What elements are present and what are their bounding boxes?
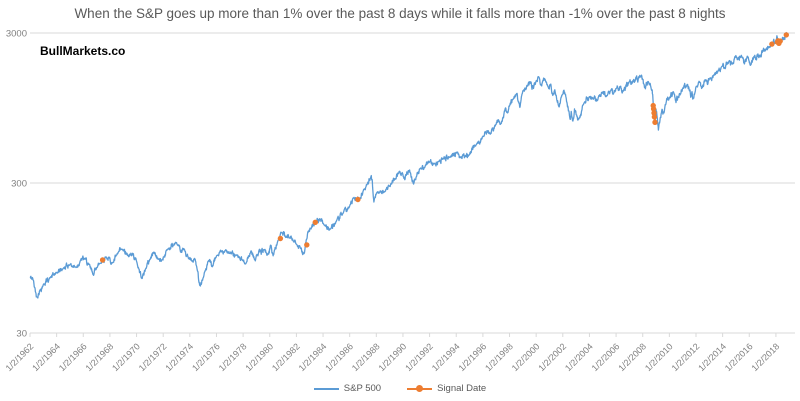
svg-text:1/2/2000: 1/2/2000 bbox=[510, 341, 542, 373]
svg-text:1/2/1984: 1/2/1984 bbox=[297, 341, 329, 373]
svg-text:1/2/1998: 1/2/1998 bbox=[483, 341, 515, 373]
svg-text:1/2/1974: 1/2/1974 bbox=[163, 341, 195, 373]
svg-text:30: 30 bbox=[16, 329, 27, 340]
svg-text:1/2/1976: 1/2/1976 bbox=[190, 341, 222, 373]
svg-text:1/2/1994: 1/2/1994 bbox=[430, 341, 462, 373]
chart-title: When the S&P goes up more than 1% over t… bbox=[74, 6, 726, 21]
svg-text:3000: 3000 bbox=[6, 29, 27, 40]
svg-text:1/2/2012: 1/2/2012 bbox=[670, 341, 702, 373]
svg-text:1/2/1968: 1/2/1968 bbox=[83, 341, 115, 373]
svg-text:1/2/2004: 1/2/2004 bbox=[563, 341, 595, 373]
legend-item-sp500: S&P 500 bbox=[313, 383, 382, 394]
svg-text:1/2/1970: 1/2/1970 bbox=[110, 341, 142, 373]
svg-text:1/2/2010: 1/2/2010 bbox=[643, 341, 675, 373]
svg-text:1/2/1992: 1/2/1992 bbox=[403, 341, 435, 373]
svg-text:1/2/2018: 1/2/2018 bbox=[749, 341, 781, 373]
sp500-line-swatch-icon bbox=[313, 384, 339, 393]
legend-item-signal-date: Signal Date bbox=[407, 383, 486, 394]
svg-text:300: 300 bbox=[11, 179, 27, 190]
svg-text:1/2/1962: 1/2/1962 bbox=[4, 341, 36, 373]
legend: S&P 500 Signal Date bbox=[0, 383, 800, 394]
legend-label-signal-date: Signal Date bbox=[437, 383, 487, 394]
svg-text:1/2/1986: 1/2/1986 bbox=[323, 341, 355, 373]
svg-text:1/2/1980: 1/2/1980 bbox=[243, 341, 275, 373]
svg-text:1/2/2014: 1/2/2014 bbox=[696, 341, 728, 373]
legend-label-sp500: S&P 500 bbox=[343, 383, 382, 394]
svg-text:1/2/2008: 1/2/2008 bbox=[616, 341, 648, 373]
watermark: BullMarkets.co bbox=[40, 44, 126, 58]
svg-text:1/2/2016: 1/2/2016 bbox=[723, 341, 755, 373]
svg-text:1/2/1966: 1/2/1966 bbox=[57, 341, 89, 373]
svg-text:1/2/1996: 1/2/1996 bbox=[456, 341, 488, 373]
svg-text:1/2/1964: 1/2/1964 bbox=[30, 341, 62, 373]
svg-text:1/2/1972: 1/2/1972 bbox=[137, 341, 169, 373]
svg-text:1/2/2006: 1/2/2006 bbox=[590, 341, 622, 373]
svg-text:1/2/1982: 1/2/1982 bbox=[270, 341, 302, 373]
svg-text:1/2/1988: 1/2/1988 bbox=[350, 341, 382, 373]
svg-text:1/2/1990: 1/2/1990 bbox=[377, 341, 409, 373]
svg-text:1/2/2002: 1/2/2002 bbox=[536, 341, 568, 373]
signal-date-marker-icon bbox=[407, 384, 433, 393]
svg-text:1/2/1978: 1/2/1978 bbox=[217, 341, 249, 373]
